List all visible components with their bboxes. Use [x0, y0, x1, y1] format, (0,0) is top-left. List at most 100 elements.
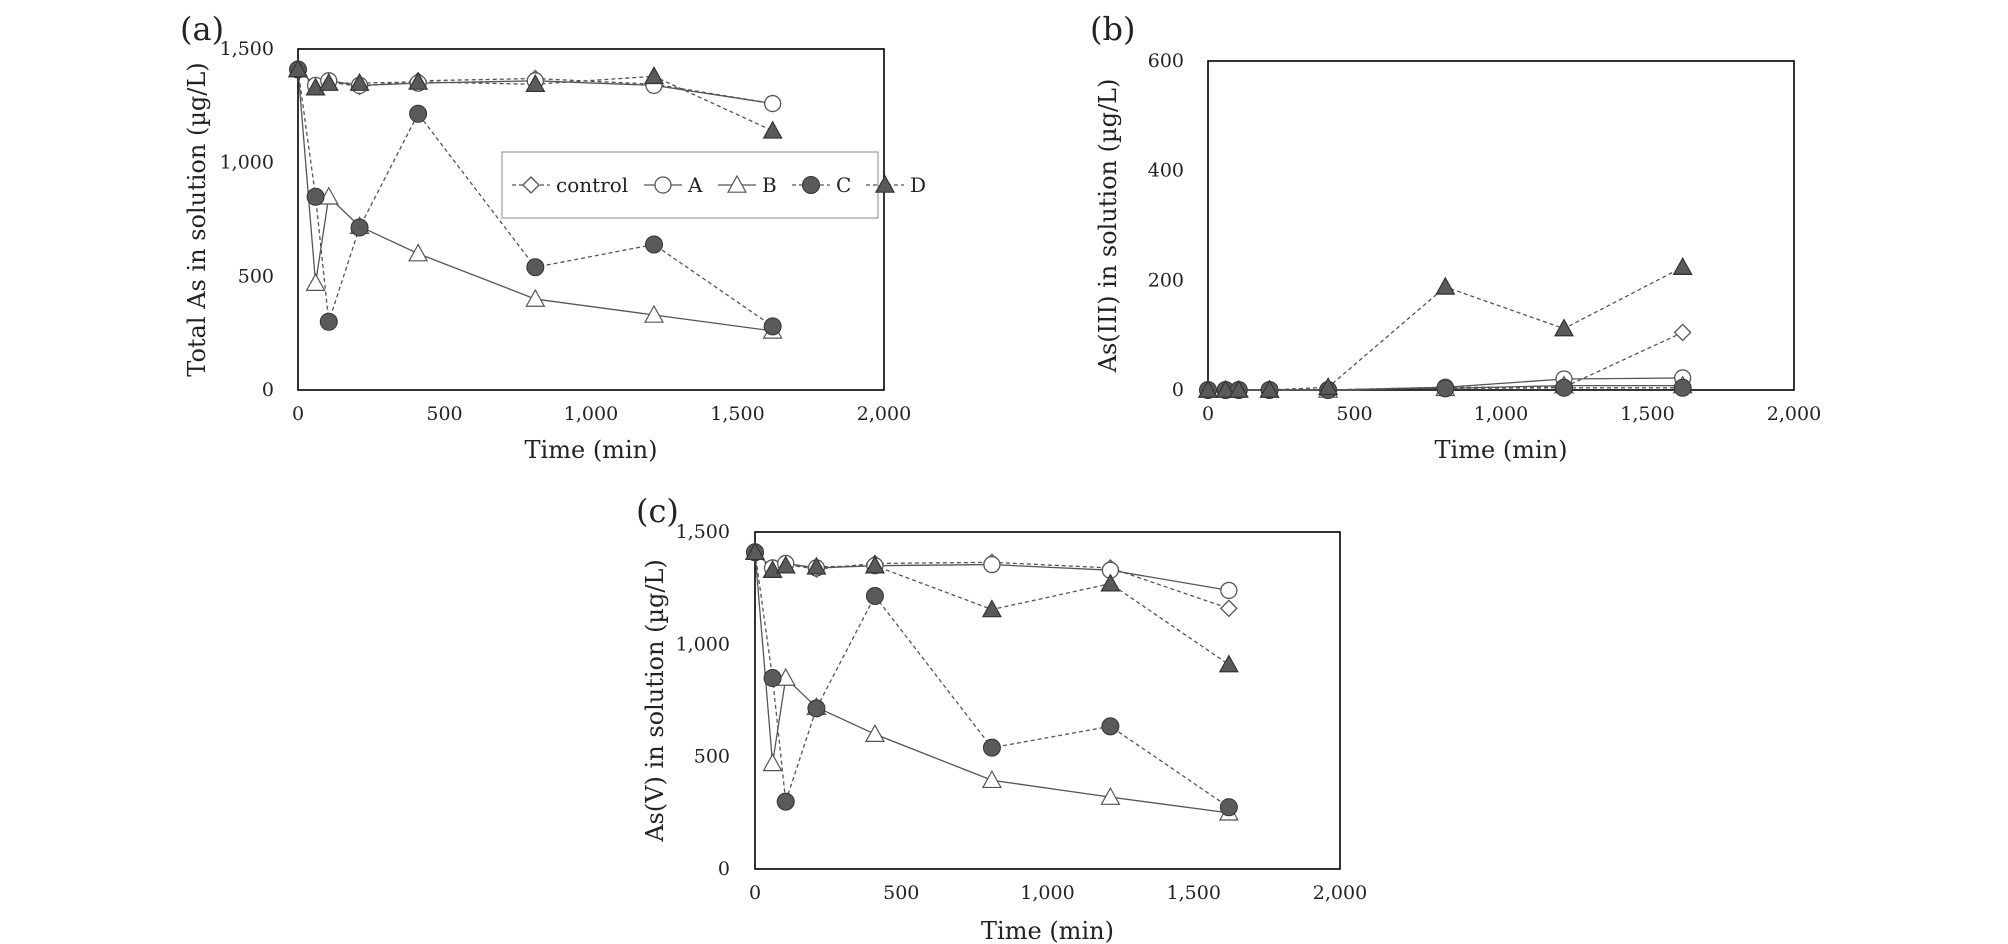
data-point-d [1100, 573, 1121, 592]
x-tick-label: 2,000 [857, 403, 911, 425]
data-point-b [981, 770, 1002, 789]
data-point-c [807, 699, 826, 718]
series-line-d [1208, 266, 1683, 391]
data-point-b [305, 272, 326, 291]
plot-frame [1207, 60, 1795, 391]
x-axis-title: Time (min) [525, 436, 658, 464]
series-line-d [754, 551, 1230, 666]
series-line-d [297, 69, 773, 132]
plot-frame [754, 531, 1341, 870]
y-tick-label: 600 [1148, 50, 1184, 72]
data-point-a [983, 555, 1001, 574]
legend-label-d: D [910, 173, 926, 197]
series-markers-d [1197, 256, 1693, 398]
data-point-b [762, 753, 783, 772]
chart-panel-3: (c) 0 500 1,000 1,500 0 500 1,000 1,500 2,000 Time… [636, 492, 1367, 944]
data-point-c [1101, 717, 1120, 736]
y-tick-label: 0 [262, 379, 274, 401]
legend-label-control: control [556, 173, 628, 197]
legend-label-a: A [687, 173, 703, 197]
panel-label: (b) [1090, 10, 1135, 48]
y-tick-label: 400 [1148, 160, 1184, 182]
data-point-c [776, 792, 795, 811]
y-tick-label: 1,500 [220, 38, 274, 60]
data-point-b [525, 288, 546, 307]
legend-marker-a [654, 176, 672, 194]
x-tick-label: 500 [883, 882, 919, 904]
data-point-c [644, 235, 663, 254]
data-point-d [775, 555, 796, 574]
data-point-control [1219, 599, 1238, 618]
x-tick-label: 2,000 [1313, 882, 1367, 904]
x-tick-label: 0 [1202, 403, 1214, 425]
y-tick-label: 0 [718, 858, 730, 880]
data-point-d [806, 556, 827, 575]
x-axis-title: Time (min) [1435, 436, 1568, 464]
legend-label-c: C [836, 173, 851, 197]
y-tick-label: 1,500 [676, 521, 730, 543]
data-point-d [1435, 276, 1456, 295]
data-point-b [864, 723, 885, 743]
x-tick-label: 2,000 [1767, 403, 1821, 425]
x-tick-label: 0 [292, 403, 304, 425]
y-axis-title: As(III) in solution (µg/L) [1094, 79, 1122, 374]
data-point-b [643, 304, 665, 323]
data-point-d [408, 71, 429, 90]
legend-marker-d [874, 174, 896, 193]
series-markers-d [287, 59, 783, 139]
legend-marker-control [522, 176, 540, 194]
data-point-c [1673, 378, 1692, 397]
data-point-d [864, 555, 885, 574]
legend-marker-c [802, 176, 820, 194]
data-point-c [1554, 378, 1573, 397]
data-point-d [1318, 377, 1339, 396]
data-point-c [526, 258, 545, 277]
x-tick-label: 1,000 [564, 403, 618, 425]
x-tick-label: 1,000 [1474, 403, 1528, 425]
data-point-c [982, 738, 1001, 757]
data-point-b [1100, 786, 1121, 805]
data-point-c [763, 317, 782, 336]
x-tick-label: 1,500 [710, 403, 764, 425]
x-tick-label: 1,500 [1167, 882, 1221, 904]
series-markers-d [744, 541, 1239, 673]
data-point-d [1672, 256, 1693, 275]
series-markers-c [289, 60, 782, 336]
x-tick-label: 500 [1336, 403, 1372, 425]
y-tick-label: 1,000 [676, 633, 730, 655]
data-point-c [763, 669, 782, 688]
panel-label: (c) [636, 492, 679, 530]
chart-panel-1: (a) 0 500 1,000 1,500 0 500 1,000 1,500 2,000 Time… [180, 10, 926, 464]
data-point-a [764, 94, 782, 113]
y-tick-label: 200 [1148, 269, 1184, 291]
y-tick-label: 1,000 [220, 152, 274, 174]
series-line-b [297, 69, 773, 332]
data-point-d [1218, 654, 1239, 673]
data-point-d [349, 72, 370, 91]
data-point-d [1553, 318, 1575, 337]
data-point-d [287, 59, 309, 78]
series-line-c [1208, 387, 1683, 391]
data-point-b [408, 243, 429, 262]
data-point-c [865, 587, 884, 606]
data-point-control [1673, 323, 1692, 342]
data-point-d [318, 72, 339, 91]
data-point-c [350, 218, 369, 237]
x-axis-title: Time (min) [981, 917, 1114, 944]
chart-panel-2: (b) 0 200 400 600 0 500 1,000 1,500 2,000 Time (mi… [1090, 10, 1821, 464]
data-point-c [306, 187, 325, 206]
data-point-c [319, 312, 338, 331]
data-point-c [1219, 798, 1238, 817]
legend-label-b: B [762, 173, 777, 197]
panel-label: (a) [180, 10, 224, 48]
data-point-c [409, 104, 428, 123]
x-tick-label: 1,000 [1020, 882, 1074, 904]
y-tick-label: 500 [694, 746, 730, 768]
x-tick-label: 0 [749, 882, 761, 904]
data-point-d [744, 541, 766, 561]
legend: control A B C D [501, 151, 926, 219]
legend-marker-b [726, 174, 748, 193]
data-point-d [643, 66, 665, 85]
y-axis-title: As(V) in solution (µg/L) [641, 559, 669, 843]
data-point-d [762, 120, 783, 139]
